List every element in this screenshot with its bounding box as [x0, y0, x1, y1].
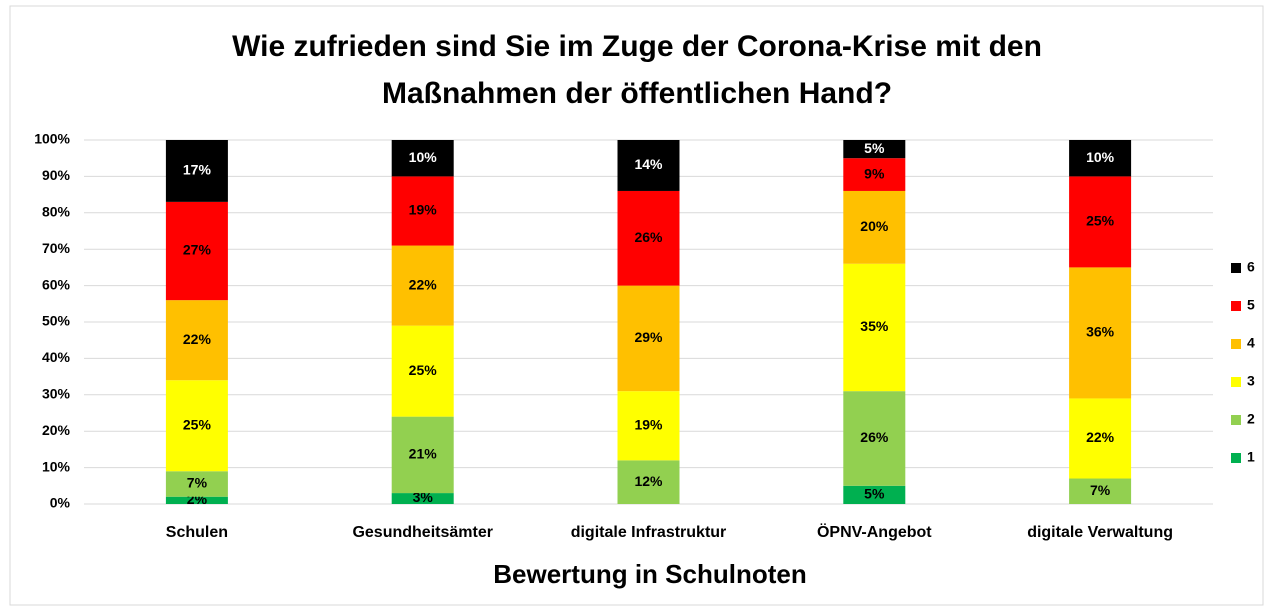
chart-title: Wie zufrieden sind Sie im Zuge der Coron… — [232, 30, 1042, 63]
bar-segment — [391, 140, 454, 177]
data-label: 36% — [1086, 324, 1115, 340]
y-tick-label: 20% — [42, 422, 71, 438]
bar-segment — [843, 158, 906, 191]
chart-title: Maßnahmen der öffentlichen Hand? — [382, 77, 892, 110]
data-label: 14% — [634, 156, 663, 172]
data-label: 19% — [634, 416, 663, 432]
legend-swatch — [1231, 453, 1241, 463]
data-label: 5% — [864, 486, 885, 502]
y-tick-label: 80% — [42, 204, 71, 220]
bar-segment — [165, 471, 228, 497]
legend-swatch — [1231, 263, 1241, 273]
data-label: 10% — [1086, 149, 1115, 165]
data-label: 10% — [409, 149, 438, 165]
bar-segment — [391, 176, 454, 246]
bar-segment — [1069, 267, 1132, 399]
data-label: 26% — [860, 429, 889, 445]
y-tick-label: 10% — [42, 458, 71, 474]
data-label: 26% — [634, 229, 663, 245]
bar-segment — [617, 285, 680, 392]
data-label: 7% — [1090, 482, 1111, 498]
bar-segment — [617, 190, 680, 286]
data-label: 12% — [634, 473, 663, 489]
data-label: 20% — [860, 218, 889, 234]
legend-label: 6 — [1247, 259, 1255, 275]
data-label: 7% — [187, 475, 208, 491]
bar-segment — [1069, 176, 1132, 268]
y-tick-label: 0% — [50, 495, 71, 511]
y-tick-label: 50% — [42, 313, 71, 329]
bar-segment — [1069, 398, 1132, 479]
legend-swatch — [1231, 301, 1241, 311]
data-label: 19% — [409, 202, 438, 218]
x-tick-label: digitale Verwaltung — [1027, 524, 1173, 541]
bar-segment — [617, 460, 680, 504]
bar-segment — [165, 300, 228, 381]
data-label: 25% — [183, 416, 212, 432]
y-tick-label: 90% — [42, 167, 71, 183]
data-label: 21% — [409, 446, 438, 462]
data-label: 25% — [409, 362, 438, 378]
y-tick-label: 70% — [42, 240, 71, 256]
legend-label: 1 — [1247, 449, 1255, 465]
bar-segment — [843, 391, 906, 486]
legend-swatch — [1231, 339, 1241, 349]
bar-segment — [165, 496, 228, 504]
bar-segment — [391, 245, 454, 326]
legend-swatch — [1231, 377, 1241, 387]
bar-segment — [165, 201, 228, 301]
x-axis-title: Bewertung in Schulnoten — [493, 559, 806, 589]
x-tick-label: ÖPNV-Angebot — [817, 522, 932, 541]
x-tick-label: Gesundheitsämter — [352, 524, 492, 541]
legend-label: 2 — [1247, 411, 1255, 427]
data-label: 29% — [634, 329, 663, 345]
data-label: 22% — [409, 276, 438, 292]
bar-segment — [843, 485, 906, 504]
data-label: 25% — [1086, 213, 1115, 229]
x-tick-label: Schulen — [166, 524, 228, 541]
legend-label: 5 — [1247, 297, 1255, 313]
bar-segment — [617, 140, 680, 191]
bar-segment — [391, 493, 454, 504]
y-tick-label: 30% — [42, 386, 71, 402]
bar-segment — [617, 391, 680, 461]
bar-segment — [165, 380, 228, 472]
bar-segment — [843, 263, 906, 392]
bar-segment — [165, 140, 228, 202]
legend-label: 4 — [1247, 335, 1255, 351]
bar-segment — [1069, 478, 1132, 504]
data-label: 35% — [860, 318, 889, 334]
data-label: 17% — [183, 162, 212, 178]
legend-label: 3 — [1247, 373, 1255, 389]
bar-segment — [391, 325, 454, 417]
bar-segment — [1069, 140, 1132, 177]
data-label: 9% — [864, 165, 885, 181]
bar-segment — [843, 190, 906, 264]
y-tick-label: 100% — [34, 131, 70, 147]
data-label: 22% — [183, 331, 212, 347]
y-tick-label: 60% — [42, 276, 71, 292]
bar-segment — [843, 140, 906, 159]
legend-swatch — [1231, 415, 1241, 425]
bar-segment — [391, 416, 454, 494]
x-tick-label: digitale Infrastruktur — [571, 524, 727, 541]
y-tick-label: 40% — [42, 349, 71, 365]
data-label: 5% — [864, 140, 885, 156]
data-label: 22% — [1086, 429, 1115, 445]
data-label: 3% — [413, 489, 434, 505]
data-label: 27% — [183, 242, 212, 258]
